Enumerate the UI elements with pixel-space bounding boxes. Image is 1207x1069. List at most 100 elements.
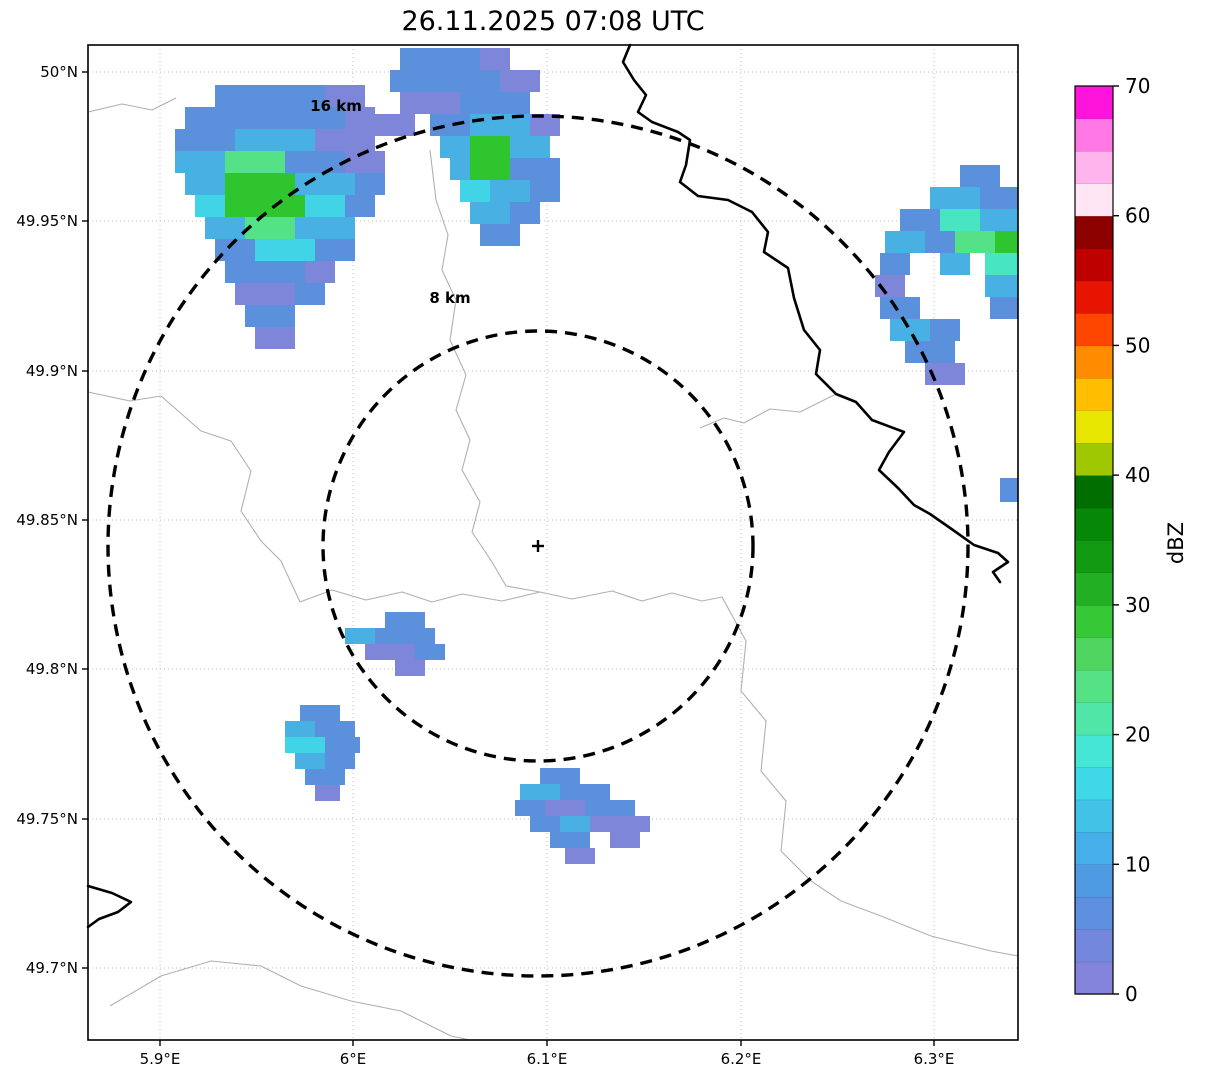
colorbar-segment (1074, 961, 1114, 995)
radar-echo-cell (305, 261, 335, 283)
colorbar-segment (1074, 864, 1114, 898)
colorbar-segment (1074, 766, 1114, 801)
y-tick-label: 49.75°N (16, 810, 78, 828)
radar-echo-cell (500, 70, 540, 92)
radar-echo-cell (295, 283, 325, 305)
border-line (429, 149, 541, 593)
radar-echo-cell (530, 114, 560, 136)
radar-echo-cell (295, 173, 355, 195)
colorbar-segment (1074, 183, 1114, 217)
radar-echo-cell (225, 195, 305, 217)
colorbar-segment (1074, 442, 1114, 476)
x-tick-label: 6.2°E (721, 1050, 762, 1068)
colorbar-segment (1074, 150, 1114, 184)
radar-echo-cell (460, 92, 530, 114)
radar-echo-cell (440, 136, 470, 158)
radar-echo-cell (215, 85, 325, 107)
radar-echo-cell (395, 660, 425, 676)
radar-echo-cell (400, 48, 480, 70)
axes-frame-layer (87, 44, 1019, 1041)
radar-echo-cell (940, 253, 970, 275)
y-tick-label: 49.8°N (26, 660, 78, 678)
radar-echo-cell (245, 217, 295, 239)
radar-echo-cell (430, 114, 470, 136)
radar-echo-cell (300, 705, 340, 721)
radar-echo-cell (560, 816, 590, 832)
colorbar-segment (1074, 539, 1114, 574)
radar-echo-cell (315, 721, 355, 737)
colorbar-tick-label: 70 (1125, 74, 1150, 98)
colorbar-tick-label: 60 (1125, 204, 1150, 228)
radar-echo-cell (390, 70, 500, 92)
colorbar-segment (1074, 377, 1114, 411)
radar-echo-cell (185, 107, 345, 129)
radar-echo-cell (295, 217, 355, 239)
figure-title: 26.11.2025 07:08 UTC (401, 6, 704, 37)
range-rings-layer: 8 km 16 km (106, 97, 970, 978)
radar-echo-cell (175, 129, 235, 151)
y-tick-label: 49.7°N (26, 959, 78, 977)
radar-echo-cell (540, 768, 580, 784)
radar-echo-cell (325, 737, 360, 753)
colorbar-segment (1074, 215, 1114, 249)
colorbar-segment (1074, 247, 1114, 282)
radar-echo-cell (480, 224, 520, 246)
radar-echo-cell (175, 151, 225, 173)
radar-echo-cell (565, 848, 595, 864)
radar-echo-cell (980, 187, 1018, 209)
radar-echo-cell (470, 136, 510, 158)
range-ring-8km (321, 329, 755, 763)
radar-echo-cell (545, 800, 585, 816)
colorbar-segment (1074, 474, 1114, 509)
colorbar-tick-label: 0 (1125, 982, 1138, 1006)
radar-echo-cell (365, 644, 415, 660)
radar-echo-cell (880, 253, 910, 275)
border-line (721, 596, 1019, 957)
radar-echo-cell (520, 784, 560, 800)
river-line (621, 43, 1010, 584)
x-tick-label: 6.1°E (527, 1050, 568, 1068)
border-line (299, 589, 723, 603)
radar-echo-cell (305, 195, 345, 217)
radar-echo-cell (905, 341, 955, 363)
radar-echo-cell (315, 129, 375, 151)
colorbar-segment (1074, 799, 1114, 833)
radar-echo-cell (345, 151, 385, 173)
radar-echo-cell (585, 800, 635, 816)
radar-echo-layer (175, 48, 1018, 864)
radar-echo-cell (235, 283, 295, 305)
radar-echo-cell (255, 239, 315, 261)
radar-echo-cell (900, 209, 940, 231)
radar-echo-cell (985, 275, 1018, 297)
radar-echo-cell (985, 253, 1018, 275)
radar-echo-cell (890, 319, 930, 341)
radar-echo-cell (285, 721, 315, 737)
colorbar-segment (1074, 669, 1114, 703)
border-line (87, 391, 301, 603)
radar-echo-cell (960, 165, 1000, 187)
colorbar-segment (1074, 896, 1114, 930)
colorbar-segment (1074, 312, 1114, 347)
colorbar-segment (1074, 345, 1114, 379)
colorbar-axis-label: dBZ (1164, 522, 1188, 564)
radar-echo-cell (195, 195, 225, 217)
y-tick-label: 49.9°N (26, 362, 78, 380)
border-line (109, 960, 471, 1041)
range-ring-label: 8 km (429, 289, 470, 307)
radar-echo-cell (400, 92, 460, 114)
radar-echo-cell (305, 769, 345, 785)
radar-echo-cell (930, 319, 960, 341)
radar-echo-cell (235, 129, 315, 151)
radar-echo-cell (345, 195, 375, 217)
radar-echo-cell (225, 261, 305, 283)
colorbar-segment (1074, 604, 1114, 638)
radar-echo-cell (205, 217, 245, 239)
radar-echo-cell (325, 85, 365, 107)
radar-echo-cell (480, 48, 510, 70)
radar-echo-cell (285, 151, 345, 173)
radar-echo-cell (490, 180, 530, 202)
radar-echo-cell (255, 327, 295, 349)
radar-echo-cell (315, 239, 355, 261)
colorbar-segment (1074, 572, 1114, 606)
